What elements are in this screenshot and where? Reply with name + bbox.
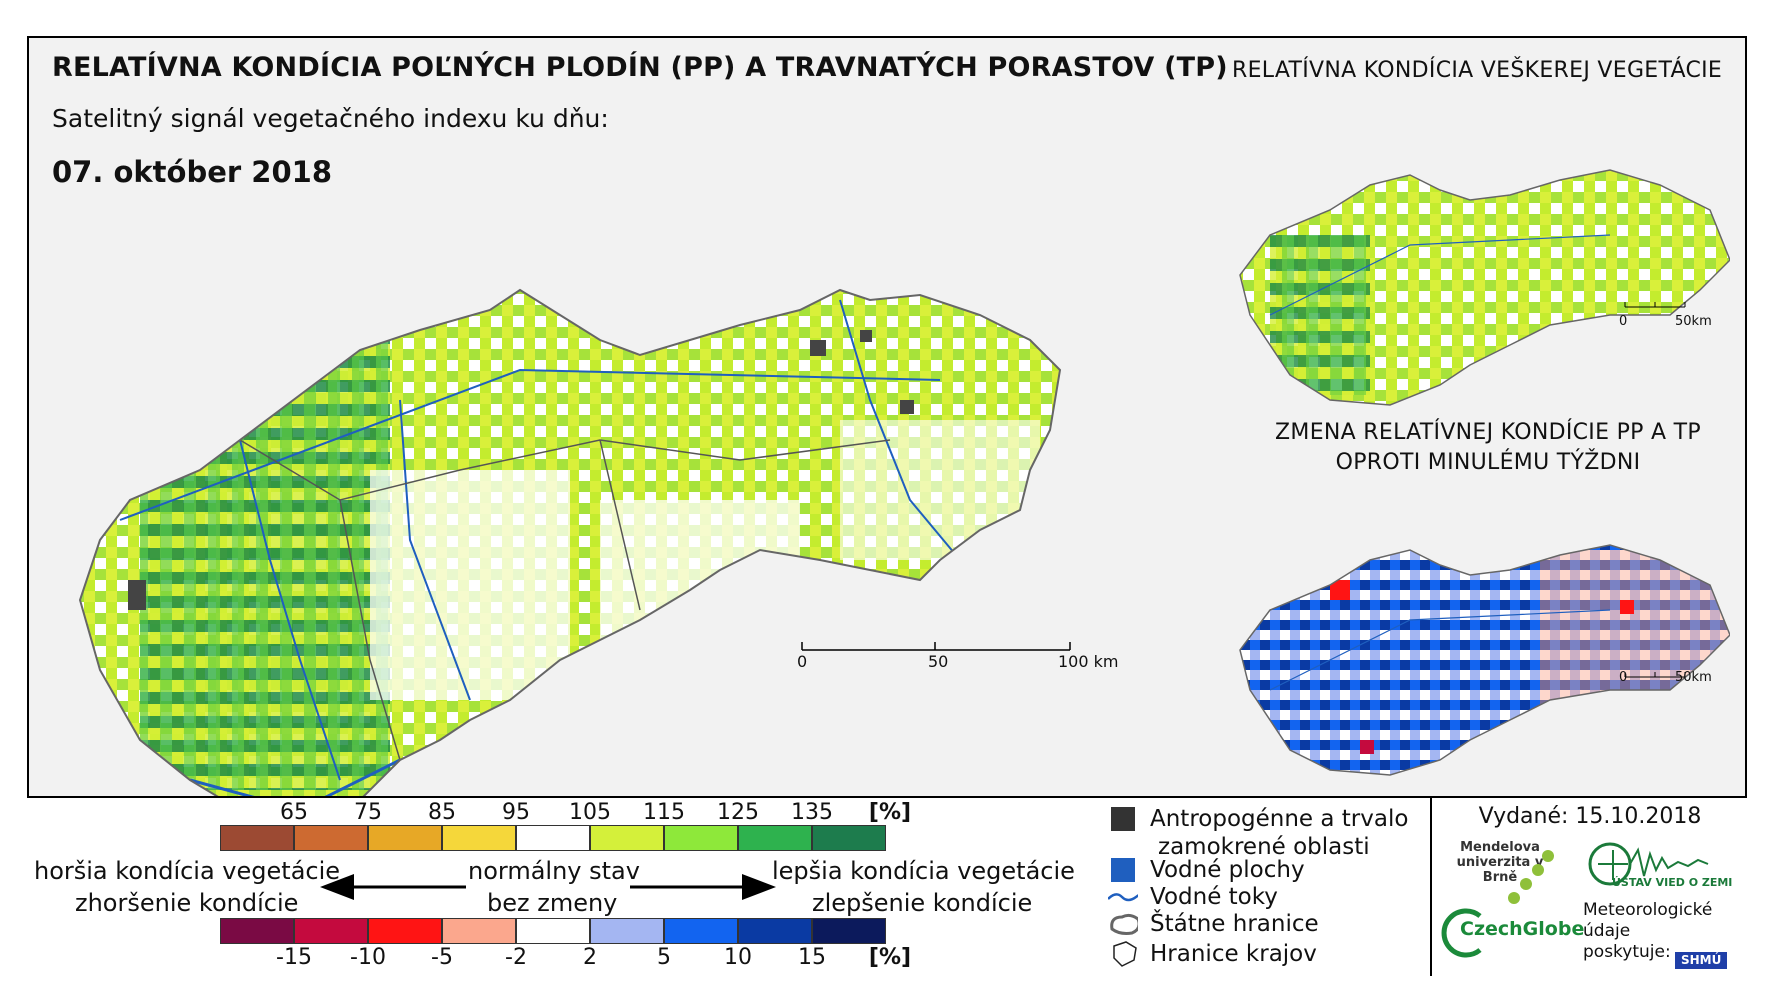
change-tick: 5	[657, 945, 671, 970]
change-map-title: ZMENA RELATÍVNEJ KONDÍCIE PP A TP OPROTI…	[1228, 418, 1748, 478]
water-area-swatch-icon	[1108, 857, 1138, 883]
scale-label-50: 50	[928, 652, 949, 671]
condition-swatch-7	[738, 825, 812, 851]
subtitle: Satelitný signál vegetačného indexu ku d…	[52, 104, 609, 133]
mendel-logo-text: Mendelova univerzita v Brně	[1456, 840, 1544, 885]
change-swatch-7	[738, 918, 812, 944]
water-areas-label: Vodné plochy	[1150, 857, 1305, 883]
change-tick: -15	[276, 945, 312, 970]
change-scale-label-50: 50km	[1675, 670, 1712, 685]
change-swatch-4	[516, 918, 590, 944]
page-title: RELATÍVNA KONDÍCIA POĽNÝCH PLODÍN (PP) A…	[52, 52, 1228, 83]
weekly-change-map	[1239, 544, 1730, 776]
condition-tick: 65	[280, 800, 308, 825]
region-border-label: Hranice krajov	[1150, 941, 1317, 967]
condition-swatch-8	[812, 825, 886, 851]
river-line-icon	[1108, 884, 1138, 910]
change-tick: -10	[350, 945, 386, 970]
mendel-logo-icon	[1508, 850, 1554, 904]
change-tick: 15	[798, 945, 826, 970]
scale-label-0: 0	[797, 652, 808, 671]
change-swatch-6	[664, 918, 738, 944]
change-swatch-3	[442, 918, 516, 944]
left-arrow-icon	[320, 874, 466, 900]
scale-label-100: 100 km	[1058, 652, 1119, 671]
worse-label: horšia kondícia vegetácie	[34, 857, 341, 885]
map-date: 07. október 2018	[52, 155, 333, 189]
legend-divider	[1430, 798, 1432, 976]
condition-tick: 105	[569, 800, 611, 825]
normal-label: normálny stav	[468, 857, 640, 885]
state-border-label: Štátne hranice	[1150, 911, 1319, 937]
change-swatch-2	[368, 918, 442, 944]
condition-swatch-1	[294, 825, 368, 851]
change-scale-label-0: 0	[1619, 670, 1628, 685]
main-scale-bar	[801, 642, 1071, 651]
uvz-logo-text: ÚSTAV VIED O ZEMI	[1612, 876, 1733, 889]
condition-color-scale	[220, 825, 886, 851]
change-unit: [%]	[868, 945, 912, 970]
meteo-line1: Meteorologické	[1583, 900, 1713, 920]
better-label: lepšia kondícia vegetácie	[772, 857, 1075, 885]
condition-tick: 115	[643, 800, 685, 825]
change-color-scale	[220, 918, 886, 944]
rivers-label: Vodné toky	[1150, 884, 1278, 910]
change-swatch-1	[294, 918, 368, 944]
condition-tick: 135	[791, 800, 833, 825]
condition-tick: 95	[502, 800, 530, 825]
change-title-line2: OPROTI MINULÉMU TÝŽDNI	[1335, 450, 1641, 475]
better-change-label: zlepšenie kondície	[812, 889, 1033, 917]
change-tick: -2	[505, 945, 527, 970]
change-tick: -5	[431, 945, 453, 970]
legend-state-border: Štátne hranice	[1108, 911, 1319, 937]
change-tick: 2	[583, 945, 597, 970]
condition-swatch-0	[220, 825, 294, 851]
condition-swatch-4	[516, 825, 590, 851]
condition-swatch-2	[368, 825, 442, 851]
worse-change-label: zhoršenie kondície	[75, 889, 299, 917]
change-swatch-8	[812, 918, 886, 944]
meteo-credit: Meteorologické údaje poskytuje:	[1583, 900, 1712, 963]
change-tick: 10	[724, 945, 752, 970]
no-change-label: bez zmeny	[487, 889, 618, 917]
czechglobe-logo-text: CzechGlobe	[1460, 918, 1585, 940]
issued-date: Vydané: 15.10.2018	[1478, 804, 1702, 829]
legend-region-border: Hranice krajov	[1108, 941, 1317, 967]
main-map	[78, 288, 1062, 800]
meteo-line2: údaje	[1583, 921, 1631, 941]
condition-unit: [%]	[868, 800, 912, 825]
condition-tick: 75	[354, 800, 382, 825]
condition-tick: 85	[428, 800, 456, 825]
czechglobe-logo-icon	[1441, 908, 1482, 958]
condition-swatch-6	[664, 825, 738, 851]
anthropogenic-swatch-icon	[1108, 806, 1138, 832]
small-scale-label-0: 0	[1619, 314, 1628, 329]
legend-rivers: Vodné toky	[1108, 884, 1278, 910]
legend-water-areas: Vodné plochy	[1108, 857, 1305, 883]
condition-tick: 125	[717, 800, 759, 825]
small-scale-label-50: 50km	[1675, 314, 1712, 329]
overall-vegetation-map	[1239, 169, 1730, 406]
change-swatch-0	[220, 918, 294, 944]
anthropogenic-label-2: zamokrené oblasti	[1158, 834, 1370, 860]
region-border-icon	[1108, 941, 1138, 967]
right-arrow-icon	[630, 874, 776, 900]
anthropogenic-label: Antropogénne a trvalo	[1150, 806, 1409, 832]
legend-anthropogenic: Antropogénne a trvalo	[1108, 806, 1408, 832]
condition-swatch-5	[590, 825, 664, 851]
change-swatch-5	[590, 918, 664, 944]
meteo-line3: poskytuje:	[1583, 942, 1671, 962]
shmu-logo: SHMÚ	[1675, 952, 1728, 969]
uvz-logo-icon	[1588, 842, 1709, 886]
change-title-line1: ZMENA RELATÍVNEJ KONDÍCIE PP A TP	[1275, 420, 1701, 445]
side-map-title: RELATÍVNA KONDÍCIA VEŠKEREJ VEGETÁCIE	[1232, 58, 1723, 83]
state-border-icon	[1108, 911, 1138, 937]
condition-swatch-3	[442, 825, 516, 851]
